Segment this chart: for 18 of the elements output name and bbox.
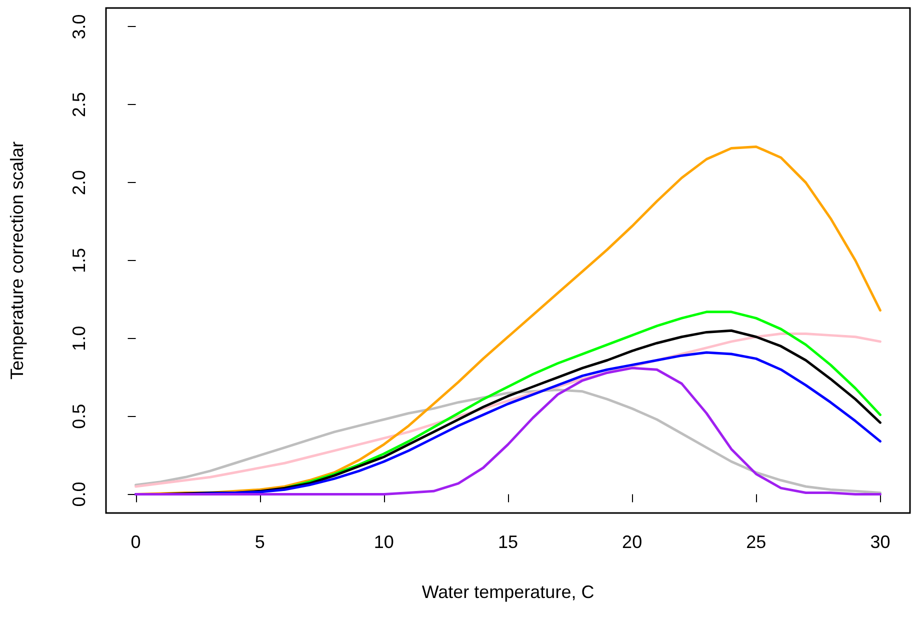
x-tick-label: 30 <box>870 532 890 552</box>
x-tick-label: 20 <box>622 532 642 552</box>
x-axis-title: Water temperature, C <box>422 582 594 602</box>
x-tick-label: 10 <box>374 532 394 552</box>
line-series <box>134 388 882 494</box>
x-tick-label: 25 <box>746 532 766 552</box>
y-tick-label: 0.0 <box>69 482 89 507</box>
y-tick-label: 2.5 <box>69 92 89 118</box>
y-tick-label: 2.0 <box>69 170 89 196</box>
y-tick-label: 3.0 <box>69 14 89 40</box>
x-tick-label: 15 <box>498 532 518 552</box>
x-tick-label: 0 <box>130 532 141 552</box>
y-axis-title: Temperature correction scalar <box>7 141 27 380</box>
x-tick-label: 5 <box>254 532 265 552</box>
y-tick-label: 1.5 <box>69 248 89 274</box>
y-tick-label: 1.0 <box>69 326 89 351</box>
y-tick-label: 0.5 <box>69 404 89 429</box>
line-series <box>283 310 882 490</box>
